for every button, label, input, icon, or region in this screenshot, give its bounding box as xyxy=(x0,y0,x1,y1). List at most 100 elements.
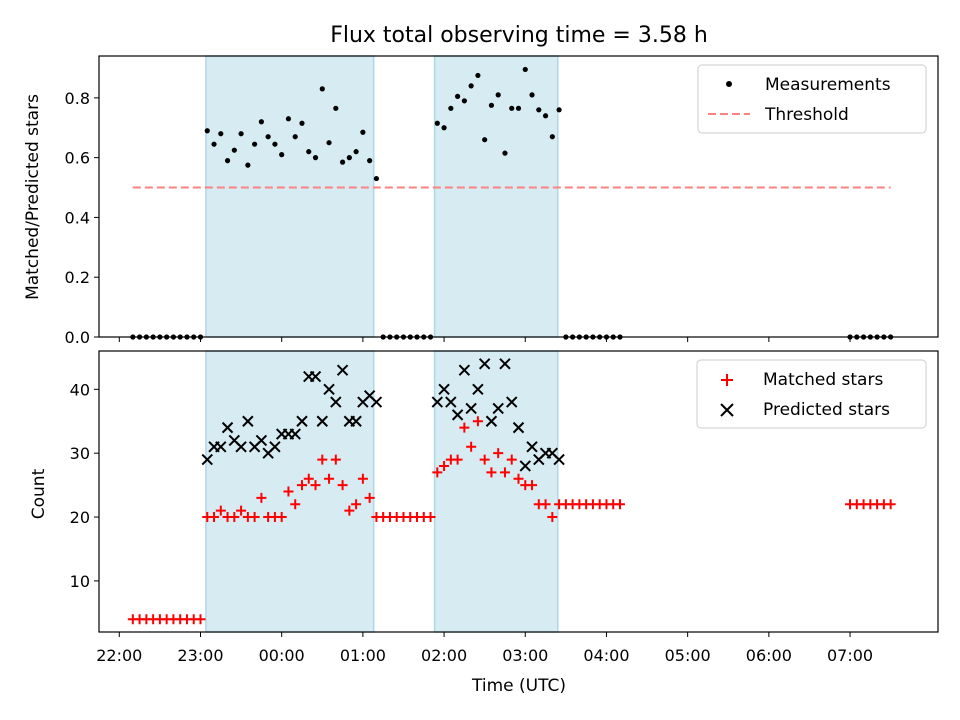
y-tick-label: 0.2 xyxy=(65,268,90,287)
measurement-point xyxy=(468,83,474,89)
measurement-point xyxy=(549,134,555,140)
measurement-point xyxy=(231,147,237,153)
measurement-point xyxy=(353,149,359,155)
predicted-star-point xyxy=(431,396,444,408)
predicted-star-point xyxy=(242,415,254,427)
matched-star-point xyxy=(310,480,321,491)
predicted-star-point xyxy=(485,415,498,427)
measurement-point xyxy=(448,105,454,111)
predicted-star-point xyxy=(512,421,525,434)
measurement-point xyxy=(360,129,366,135)
measurement-point xyxy=(306,149,312,155)
ratio-marks xyxy=(130,66,894,340)
measurement-point xyxy=(285,116,292,122)
predicted-star-point xyxy=(221,421,234,434)
matched-star-point xyxy=(439,460,450,471)
matched-star-point xyxy=(296,480,307,491)
predicted-star-point xyxy=(330,396,342,408)
x-tick-label: 05:00 xyxy=(665,646,711,665)
ratio-panel-frame xyxy=(98,55,939,338)
legend-label-threshold: Threshold xyxy=(764,105,849,125)
observing-span xyxy=(433,55,559,338)
matched-star-point xyxy=(432,467,443,478)
matched-star-point xyxy=(215,505,226,516)
matched-star-point xyxy=(499,467,510,478)
matched-star-point xyxy=(425,512,436,523)
measurement-point xyxy=(542,113,549,119)
measurement-point xyxy=(326,140,332,146)
predicted-star-point xyxy=(309,370,322,383)
matched-star-point xyxy=(486,467,497,478)
measurement-point xyxy=(475,72,481,79)
measurement-point xyxy=(495,92,501,98)
measurements-legend-marker xyxy=(726,81,732,87)
x-tick-label: 22:00 xyxy=(96,646,142,665)
matched-star-point xyxy=(472,416,483,427)
measurement-point xyxy=(509,105,515,111)
predicted-star-point xyxy=(235,441,247,453)
matched-star-point xyxy=(276,512,287,523)
figure-title: Flux total observing time = 3.58 h xyxy=(330,23,708,48)
measurement-point xyxy=(312,155,319,161)
predicted-star-point xyxy=(201,453,213,466)
y-tick-label: 0.4 xyxy=(65,208,90,227)
predicted-star-point xyxy=(492,402,504,415)
matched-star-point xyxy=(344,505,355,516)
matched-star-point xyxy=(249,512,260,523)
count-panel-frame xyxy=(98,350,939,633)
predicted-star-point xyxy=(445,396,457,408)
measurement-point xyxy=(522,66,528,73)
matched-star-point xyxy=(236,505,247,516)
measurement-point xyxy=(536,107,542,113)
matched-star-point xyxy=(493,448,504,459)
matched-star-point xyxy=(885,499,896,510)
observing-span xyxy=(205,55,375,338)
matched-star-point xyxy=(290,499,301,510)
measurement-point xyxy=(441,125,447,131)
measurement-point xyxy=(515,105,522,111)
y-tick-label: 20 xyxy=(70,508,90,527)
measurement-point xyxy=(204,128,210,134)
measurement-point xyxy=(488,102,495,108)
matched-star-point xyxy=(229,512,240,523)
measurement-point xyxy=(272,141,278,147)
matched-star-point xyxy=(283,486,294,497)
matched-star-point xyxy=(527,480,538,491)
observing-span xyxy=(433,350,559,633)
count-y-axis-label: Count xyxy=(29,468,49,519)
matched-star-point xyxy=(540,499,551,510)
matched-star-point xyxy=(459,422,470,433)
ratio-panel: 0.00.20.40.60.8 Matched/Predicted stars … xyxy=(23,55,939,347)
legend-label-predicted: Predicted stars xyxy=(763,400,890,420)
measurement-point xyxy=(252,141,258,147)
measurement-point xyxy=(299,120,305,126)
matched-star-point xyxy=(330,454,341,465)
measurement-point xyxy=(346,155,352,161)
matched-star-point xyxy=(452,454,463,465)
measurement-point xyxy=(529,92,535,98)
predicted-star-point xyxy=(289,428,301,440)
x-tick-label: 00:00 xyxy=(259,646,305,665)
measurement-point xyxy=(502,150,508,156)
y-tick-label: 10 xyxy=(70,572,90,591)
matched-star-point xyxy=(303,473,314,484)
measurement-point xyxy=(556,107,562,113)
predicted-star-point xyxy=(336,364,349,376)
legend-box xyxy=(696,359,927,429)
y-tick-label: 0.0 xyxy=(65,328,90,347)
predicted-legend-marker xyxy=(720,403,734,417)
predicted-star-point xyxy=(350,415,362,427)
matched-star-point xyxy=(506,454,517,465)
measurement-point xyxy=(224,158,231,164)
predicted-star-point xyxy=(458,364,471,376)
matched-star-point xyxy=(209,512,220,523)
x-tick-label: 06:00 xyxy=(746,646,792,665)
measurement-point xyxy=(333,105,339,111)
x-axis-label: Time (UTC) xyxy=(471,676,566,696)
x-axis-ticks: 22:00 23:00 00:00 01:00 02:00 03:00 04:00 05:00… xyxy=(96,632,873,665)
predicted-star-point xyxy=(269,441,281,453)
predicted-star-point xyxy=(499,358,511,370)
measurement-point xyxy=(339,159,346,165)
legend-label-measurements: Measurements xyxy=(765,75,891,95)
